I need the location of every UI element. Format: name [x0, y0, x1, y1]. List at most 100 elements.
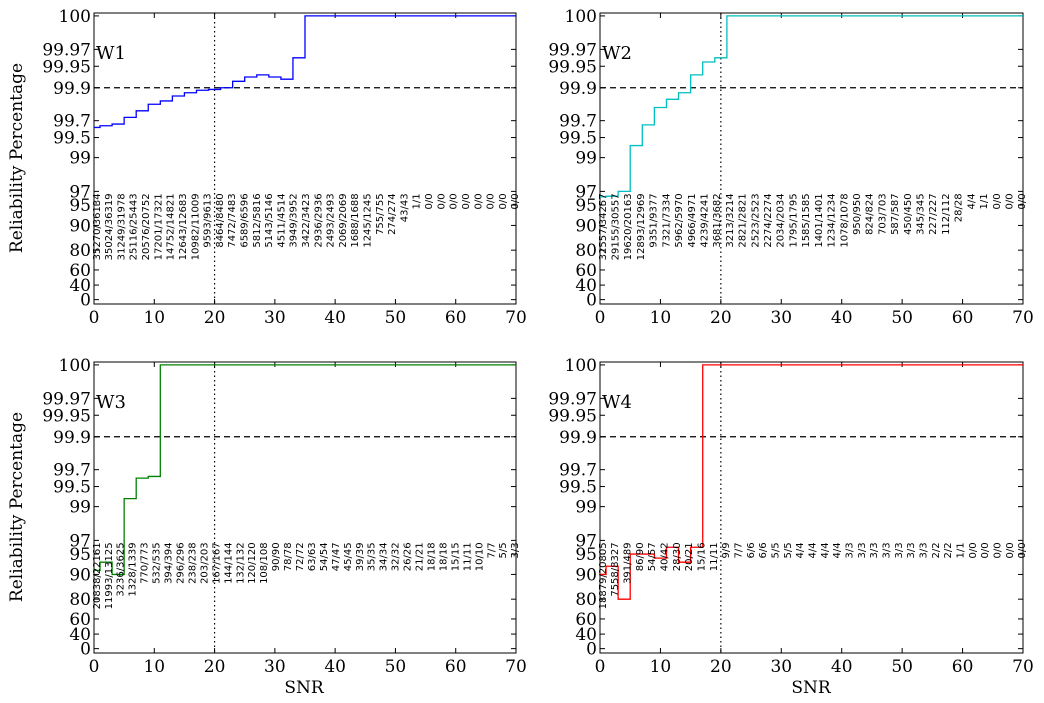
- count-annotation: 21/21: [415, 542, 426, 571]
- count-annotation: 703/703: [877, 193, 888, 235]
- count-annotation: 40/42: [659, 542, 670, 571]
- x-tick-label: 20: [710, 308, 732, 328]
- count-annotation: 7472/7483: [227, 193, 238, 247]
- y-tick-label: 90: [69, 216, 91, 236]
- x-tick-label: 50: [891, 308, 913, 328]
- count-annotation: 18/18: [427, 542, 438, 571]
- x-tick-label: 60: [445, 657, 467, 677]
- y-tick-label: 80: [69, 241, 91, 261]
- y-tick-label: 99: [69, 498, 91, 518]
- plot-frame: [599, 361, 1024, 654]
- y-tick-label: 97: [575, 531, 597, 551]
- plot-frame: [93, 361, 517, 654]
- count-annotation: 20/21: [684, 542, 695, 571]
- count-annotation: 18879/20805: [598, 542, 609, 609]
- y-tick-label: 99.9: [559, 428, 597, 448]
- x-tick-label: 40: [831, 308, 853, 328]
- count-annotation: 28/30: [672, 542, 683, 571]
- y-tick-label: 40: [575, 276, 597, 296]
- x-tick-label: 50: [385, 657, 407, 677]
- count-annotation: 1/1: [412, 193, 423, 209]
- count-annotation: 5812/5816: [252, 193, 263, 247]
- y-tick-label: 80: [69, 590, 91, 610]
- y-tick-label: 100: [59, 7, 91, 27]
- count-annotation: 15/16: [696, 542, 707, 571]
- panel-label: W2: [602, 43, 632, 64]
- count-annotation: 9/9: [721, 542, 732, 558]
- count-annotation: 3/3: [510, 542, 521, 558]
- count-annotation: 6/6: [746, 542, 757, 558]
- y-tick-label: 95: [575, 196, 597, 216]
- y-tick-label: 90: [575, 216, 597, 236]
- count-annotation: 47/47: [331, 542, 342, 571]
- count-annotation: 2936/2936: [313, 193, 324, 247]
- count-annotation: 4239/4241: [699, 193, 710, 247]
- count-annotation: 3/3: [869, 542, 880, 558]
- x-axis-label-right: SNR: [791, 678, 832, 698]
- count-annotation: 45/45: [343, 542, 354, 571]
- count-annotation: 28/28: [954, 193, 965, 222]
- count-annotation: 26/26: [403, 542, 414, 571]
- y-tick-label: 99.9: [53, 428, 91, 448]
- count-annotation: 1234/1234: [827, 193, 838, 247]
- y-tick-label: 99: [69, 149, 91, 169]
- x-axis-label-left: SNR: [284, 678, 325, 698]
- x-tick-label: 30: [264, 657, 286, 677]
- y-tick-label: 99.5: [559, 478, 597, 498]
- panel-label: W4: [602, 392, 632, 413]
- count-annotation: 17201/17321: [153, 193, 164, 260]
- count-annotation: 14752/14821: [166, 193, 177, 260]
- count-annotation: 43/43: [399, 193, 410, 222]
- count-annotation: 227/227: [928, 193, 939, 235]
- y-tick-label: 99.95: [548, 406, 597, 426]
- y-tick-label: 40: [69, 625, 91, 645]
- count-annotation: 3949/3952: [289, 193, 300, 247]
- count-annotation: 108/108: [259, 542, 270, 584]
- count-annotation: 7321/7334: [661, 193, 672, 247]
- y-tick-label: 97: [575, 182, 597, 202]
- count-annotation: 3236/3625: [116, 542, 127, 596]
- count-annotation: 18/18: [438, 542, 449, 571]
- y-tick-label: 97: [69, 531, 91, 551]
- count-annotation: 2069/2069: [338, 193, 349, 247]
- count-annotation: 72/72: [295, 542, 306, 571]
- count-annotation: 2/2: [943, 542, 954, 558]
- count-annotation: 238/238: [187, 542, 198, 584]
- x-tick-label: 70: [1012, 657, 1034, 677]
- x-tick-label: 20: [710, 657, 732, 677]
- count-annotation: 11/11: [709, 542, 720, 571]
- y-tick-label: 99.97: [548, 389, 597, 409]
- x-tick-label: 40: [324, 308, 346, 328]
- count-annotation: 1585/1585: [801, 193, 812, 247]
- series-w1-line: [94, 15, 516, 129]
- count-annotation: 2493/2493: [326, 193, 337, 247]
- count-annotation: 203/203: [199, 542, 210, 584]
- count-annotation: 4/4: [966, 193, 977, 209]
- x-tick-label: 70: [1012, 308, 1034, 328]
- count-annotation: 391/489: [622, 542, 633, 584]
- x-tick-label: 60: [445, 308, 467, 328]
- count-annotation: 32/32: [391, 542, 402, 571]
- count-annotation: 1328/1339: [128, 542, 139, 596]
- count-annotation: 5/5: [783, 542, 794, 558]
- count-annotation: 1/1: [956, 542, 967, 558]
- count-annotation: 0/0: [461, 193, 472, 209]
- y-tick-label: 99.7: [559, 112, 597, 132]
- y-tick-label: 95: [69, 545, 91, 565]
- y-tick-label: 99.7: [53, 112, 91, 132]
- count-annotation: 9593/9613: [203, 193, 214, 247]
- x-tick-label: 0: [89, 308, 100, 328]
- count-annotation: 32557/34257: [598, 193, 609, 260]
- count-annotation: 0/0: [1017, 542, 1028, 558]
- count-annotation: 144/144: [223, 542, 234, 584]
- panel-w2: 04060809095979999.599.799.999.9599.97100…: [548, 7, 1033, 328]
- count-annotation: 78/78: [283, 542, 294, 571]
- y-tick-label: 90: [575, 565, 597, 585]
- count-annotation: 29155/30557: [611, 193, 622, 260]
- count-annotation: 1401/1401: [814, 193, 825, 247]
- count-annotation: 167/167: [211, 542, 222, 584]
- count-annotation: 3/3: [845, 542, 856, 558]
- count-annotation: 0/0: [1004, 193, 1015, 209]
- y-tick-label: 60: [575, 610, 597, 630]
- count-annotation: 90/90: [271, 542, 282, 571]
